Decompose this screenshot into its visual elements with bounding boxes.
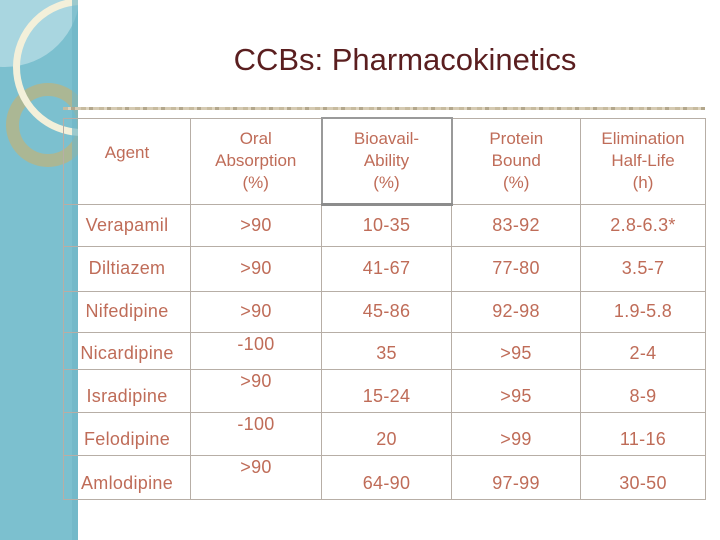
cell-half-life: 11-16 — [580, 411, 706, 456]
cell-protein-bound: >95 — [451, 368, 581, 413]
cell-oral-absorption: -100 — [190, 411, 322, 456]
decorative-rule — [63, 107, 705, 110]
cell-bioavailability: 10-35 — [321, 203, 452, 247]
cell-half-life: 2-4 — [580, 331, 706, 370]
cell-oral-absorption: >90 — [190, 454, 322, 500]
table-row: Verapamil >90 10-35 83-92 2.8-6.3* — [63, 203, 706, 247]
column-header-protein-bound: Protein Bound (%) — [451, 117, 581, 205]
cell-bioavailability: 64-90 — [321, 454, 452, 500]
table-row: Nifedipine >90 45-86 92-98 1.9-5.8 — [63, 290, 706, 333]
column-header-agent: Agent — [63, 117, 191, 205]
cell-bioavailability: 35 — [321, 331, 452, 370]
cell-bioavailability: 45-86 — [321, 290, 452, 333]
cell-agent: Verapamil — [63, 203, 191, 247]
cell-bioavailability: 15-24 — [321, 368, 452, 413]
table-row: Amlodipine >90 64-90 97-99 30-50 — [63, 454, 706, 500]
cell-agent: Isradipine — [63, 368, 191, 413]
cell-protein-bound: 97-99 — [451, 454, 581, 500]
column-header-bioavailability: Bioavail- Ability (%) — [320, 117, 453, 206]
cell-agent: Amlodipine — [63, 454, 191, 500]
cell-half-life: 3.5-7 — [580, 245, 706, 292]
table-row: Nicardipine -100 35 >95 2-4 — [63, 331, 706, 370]
slide-title: CCBs: Pharmacokinetics — [233, 42, 577, 77]
cell-protein-bound: 92-98 — [451, 290, 581, 333]
cell-agent: Nicardipine — [63, 331, 191, 370]
cell-oral-absorption: >90 — [190, 368, 322, 413]
cell-protein-bound: 83-92 — [451, 203, 581, 247]
cell-oral-absorption: -100 — [190, 331, 322, 370]
cell-half-life: 1.9-5.8 — [580, 290, 706, 333]
cell-half-life: 2.8-6.3* — [580, 203, 706, 247]
cell-protein-bound: >99 — [451, 411, 581, 456]
table-row: Felodipine -100 20 >99 11-16 — [63, 411, 706, 456]
column-header-elimination-half-life: Elimination Half-Life (h) — [580, 117, 706, 205]
cell-oral-absorption: >90 — [190, 290, 322, 333]
pharmacokinetics-table: Agent Oral Absorption (%) Bioavail- Abil… — [63, 117, 706, 500]
cell-protein-bound: >95 — [451, 331, 581, 370]
header-row: Agent Oral Absorption (%) Bioavail- Abil… — [63, 117, 706, 206]
table-row: Isradipine >90 15-24 >95 8-9 — [63, 368, 706, 413]
column-header-oral-absorption: Oral Absorption (%) — [190, 117, 322, 205]
cell-agent: Diltiazem — [63, 245, 191, 292]
cell-agent: Nifedipine — [63, 290, 191, 333]
cell-oral-absorption: >90 — [190, 203, 322, 247]
cell-bioavailability: 41-67 — [321, 245, 452, 292]
cell-oral-absorption: >90 — [190, 245, 322, 292]
table-row: Diltiazem >90 41-67 77-80 3.5-7 — [63, 245, 706, 292]
cell-half-life: 8-9 — [580, 368, 706, 413]
cell-agent: Felodipine — [63, 411, 191, 456]
cell-protein-bound: 77-80 — [451, 245, 581, 292]
cell-half-life: 30-50 — [580, 454, 706, 500]
cell-bioavailability: 20 — [321, 411, 452, 456]
